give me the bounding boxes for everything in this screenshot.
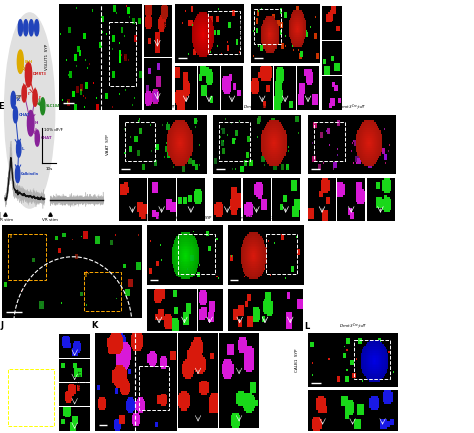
Text: C: C: [173, 0, 179, 2]
Bar: [354, 339, 390, 379]
Text: vMAT2  SYP: vMAT2 SYP: [201, 132, 205, 156]
Text: D: D: [248, 0, 255, 2]
Circle shape: [40, 98, 45, 115]
Text: B-H: B-H: [25, 60, 33, 64]
Text: CHAT: CHAT: [40, 136, 52, 140]
Bar: [219, 122, 250, 161]
Bar: [8, 234, 46, 280]
Text: VGLUT1  SYP: VGLUT1 SYP: [45, 44, 49, 71]
Text: Calbindin: Calbindin: [21, 172, 39, 176]
Text: F: F: [115, 103, 120, 113]
Text: VGLUT2  SYP: VGLUT2 SYP: [241, 20, 245, 47]
Text: Dmrt3$^{Cre}$;tdT: Dmrt3$^{Cre}$;tdT: [243, 103, 272, 113]
Text: Dmrt3$^{Cre}$;tdT
CHAT VMAT: Dmrt3$^{Cre}$;tdT CHAT VMAT: [0, 369, 2, 395]
Text: I'': I'': [85, 273, 90, 278]
Text: Dmrt3$^{Cre}$;tdT: Dmrt3$^{Cre}$;tdT: [195, 0, 224, 2]
Text: J: J: [0, 320, 3, 330]
Bar: [125, 122, 155, 161]
Circle shape: [33, 89, 37, 106]
Text: I': I': [9, 234, 13, 239]
Circle shape: [11, 91, 16, 108]
Bar: [138, 366, 169, 410]
Text: H: H: [35, 121, 38, 125]
Circle shape: [35, 130, 39, 146]
Circle shape: [22, 85, 27, 102]
Text: Dmrt3$^{Cre}$;tdT: Dmrt3$^{Cre}$;tdT: [337, 103, 366, 113]
Text: VR stim: VR stim: [42, 218, 58, 222]
Text: I': I': [144, 214, 149, 223]
Bar: [208, 11, 240, 54]
Text: H: H: [305, 103, 311, 113]
Circle shape: [26, 62, 32, 87]
Text: 10% dF/F: 10% dF/F: [44, 129, 63, 132]
Circle shape: [16, 166, 20, 183]
Text: VGLUT1  SYP: VGLUT1 SYP: [165, 20, 169, 47]
Bar: [83, 272, 121, 311]
Circle shape: [13, 107, 18, 123]
Text: DR stim: DR stim: [0, 218, 13, 222]
Text: Dmrt3$^{Cre}$;tdT: Dmrt3$^{Cre}$;tdT: [271, 0, 300, 2]
Text: L: L: [22, 147, 25, 151]
Text: Dmrt3$^{Cre}$;tdT: Dmrt3$^{Cre}$;tdT: [339, 322, 367, 331]
Circle shape: [29, 19, 33, 36]
Text: K: K: [91, 320, 98, 330]
Bar: [178, 233, 215, 275]
Bar: [314, 122, 345, 161]
Text: Dmrt3$^{Cre}$;tdT  SLC10A4  SYP: Dmrt3$^{Cre}$;tdT SLC10A4 SYP: [157, 213, 213, 223]
Bar: [8, 368, 55, 427]
Circle shape: [24, 19, 28, 36]
Text: K: K: [17, 98, 19, 102]
Text: E: E: [0, 101, 4, 110]
Text: DMRT3: DMRT3: [33, 72, 46, 77]
Text: L: L: [304, 322, 310, 331]
Circle shape: [18, 50, 23, 73]
Text: I'': I'': [27, 91, 32, 96]
Text: CALB1  SYP: CALB1 SYP: [295, 349, 299, 372]
Text: CHAT: CHAT: [18, 113, 30, 117]
Text: VAAT  SYP: VAAT SYP: [106, 134, 110, 155]
Circle shape: [27, 110, 34, 136]
Text: Dmrt3$^{Cre}$;tdT  SLC10A4  SYP: Dmrt3$^{Cre}$;tdT SLC10A4 SYP: [237, 213, 293, 223]
Text: 10s: 10s: [46, 167, 53, 171]
Text: I': I': [38, 96, 41, 100]
Text: G: G: [210, 103, 217, 113]
Circle shape: [35, 19, 39, 36]
Bar: [109, 23, 136, 86]
Ellipse shape: [5, 13, 55, 208]
Text: Dmrt3$^{Cre}$;tdT
CHAT SYP: Dmrt3$^{Cre}$;tdT CHAT SYP: [76, 369, 91, 395]
Circle shape: [17, 140, 21, 157]
Text: vACHT  SYP: vACHT SYP: [296, 132, 300, 156]
Bar: [254, 9, 281, 44]
Text: Dmrt3$^{Cre}$;tdT: Dmrt3$^{Cre}$;tdT: [148, 103, 177, 113]
Text: I'': I'': [225, 214, 232, 223]
Bar: [266, 233, 297, 275]
Text: SLC10A4: SLC10A4: [46, 104, 63, 108]
Circle shape: [18, 19, 22, 36]
